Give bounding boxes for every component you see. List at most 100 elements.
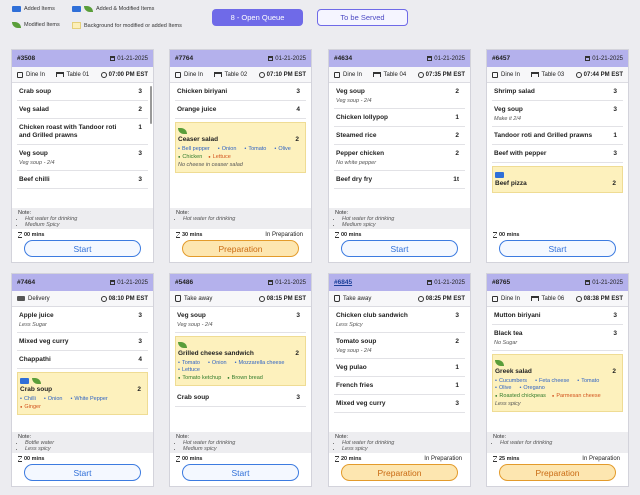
order-items[interactable]: Mutton biriyani 3 Black tea 3 No Sugar Greek …: [487, 307, 628, 432]
order-item: Tomato soup 2 Veg soup - 2/4: [334, 333, 465, 359]
preparation-button[interactable]: Preparation: [499, 464, 616, 481]
order-card[interactable]: #8765 01-21-2025 Dine In Table 06 08:38 PM E…: [486, 273, 629, 487]
item-flags: [495, 360, 616, 366]
item-name: Veg salad: [19, 106, 49, 113]
start-button[interactable]: Start: [499, 240, 616, 257]
order-card[interactable]: #7764 01-21-2025 Dine In Table 02 07:10 PM E…: [169, 49, 312, 263]
item-row: Veg salad 2: [19, 106, 142, 114]
item-row: Beef chilli 3: [19, 176, 142, 184]
item-option: Parmesan cheese: [552, 393, 600, 399]
note-list: Hot water for drinkingMedium spicy: [335, 216, 464, 228]
note-label: Note:: [18, 434, 32, 440]
tab-open-queue[interactable]: 8 - Open Queue: [212, 9, 303, 26]
order-card[interactable]: #5486 01-21-2025 Take away 08:15 PM EST Veg …: [169, 273, 312, 487]
order-timer: 00 mins: [335, 232, 361, 238]
note-item: Hot water for drinking: [183, 440, 305, 446]
order-number: #8765: [492, 279, 511, 286]
modifier: Onion: [44, 396, 63, 402]
item-row: Apple juice 3: [19, 312, 142, 320]
table-number: Table 03: [531, 72, 564, 78]
preparation-button[interactable]: Preparation: [341, 464, 458, 481]
order-items[interactable]: Crab soup 3 Veg salad 2 Chicken roast with T…: [12, 83, 153, 208]
modifier: Olive: [495, 385, 512, 391]
modifier: Feta cheese: [535, 378, 569, 384]
added-icon: [72, 6, 81, 12]
item-name: Steamed rice: [336, 132, 377, 139]
takeaway-bag-icon: [334, 295, 340, 302]
order-items[interactable]: Chicken club sandwich 3 Less Spicy Tomato s…: [329, 307, 470, 432]
takeaway-bag-icon: [175, 295, 181, 302]
order-header: #7464 01-21-2025: [12, 274, 153, 291]
calendar-icon: [427, 56, 433, 61]
hourglass-icon: [18, 232, 22, 238]
tab-to-be-served[interactable]: To be Served: [317, 9, 408, 26]
item-quantity: 2: [455, 132, 459, 139]
order-number[interactable]: #6845: [334, 279, 353, 286]
modifier: Chilli: [20, 396, 36, 402]
item-instruction: Veg soup - 2/4: [336, 98, 372, 104]
item-name: Chicken club sandwich: [336, 312, 408, 319]
order-note: Note:Hot water for drinkingLess spicy: [329, 432, 470, 453]
start-button[interactable]: Start: [24, 464, 141, 481]
order-card[interactable]: #6845 01-21-2025 Take away 08:25 PM EST Chic…: [328, 273, 471, 487]
order-item: Veg soup 3 Veg soup - 2/4: [17, 145, 148, 171]
order-card[interactable]: #3508 01-21-2025 Dine In Table 01 07:00 PM E…: [11, 49, 154, 263]
order-items[interactable]: Chicken biriyani 3 Orange juice 4 Ceaser sal…: [170, 83, 311, 208]
item-instruction: Less spicy: [495, 401, 521, 407]
clock-icon: [417, 71, 424, 78]
item-quantity: 1: [138, 124, 142, 131]
table-number: Table 01: [56, 72, 89, 78]
item-name: Beef chilli: [19, 176, 50, 183]
legend-added: Added Items: [12, 6, 55, 12]
order-time: 07:44 PM EST: [575, 71, 623, 78]
start-button[interactable]: Start: [24, 240, 141, 257]
order-header: #7764 01-21-2025: [170, 50, 311, 67]
order-card[interactable]: #6457 01-21-2025 Dine In Table 03 07:44 PM E…: [486, 49, 629, 263]
order-item: Chicken roast with Tandoor roti and Gril…: [17, 119, 148, 145]
item-flags: [20, 378, 141, 384]
modifier: Onion: [208, 360, 227, 366]
table-icon: [56, 72, 65, 77]
clock-icon: [258, 71, 265, 78]
item-row: Beef with pepper 3: [494, 150, 617, 158]
order-item: French fries 1: [334, 377, 465, 395]
order-timer: 20 mins: [335, 456, 361, 462]
order-item: Veg soup 3 Make it 2/4: [492, 101, 623, 127]
item-name: Beef pizza: [495, 180, 527, 187]
calendar-icon: [585, 56, 591, 61]
order-items[interactable]: Veg soup 3 Veg soup - 2/4 Grilled cheese sa…: [170, 307, 311, 432]
note-label: Note:: [335, 210, 349, 216]
start-button[interactable]: Start: [341, 240, 458, 257]
modifier: Mozzarella cheese: [235, 360, 285, 366]
order-items[interactable]: Veg soup 2 Veg soup - 2/4 Chicken lollypop 1…: [329, 83, 470, 208]
item-row: French fries 1: [336, 382, 459, 390]
order-number: #6457: [492, 55, 511, 62]
order-items[interactable]: Shrimp salad 3 Veg soup 3 Make it 2/4 Tandoor…: [487, 83, 628, 208]
order-card[interactable]: #7464 01-21-2025 Delivery 08:10 PM EST Apple…: [11, 273, 154, 487]
order-note: Note:Hot water for drinking: [170, 208, 311, 229]
items-scrollbar[interactable]: [150, 86, 152, 124]
item-quantity: 3: [613, 330, 617, 337]
note-item: Less spicy: [342, 446, 464, 452]
item-row: Veg soup 2: [336, 88, 459, 96]
order-items[interactable]: Apple juice 3 Less Sugar Mixed veg curry 3 Ch…: [12, 307, 153, 432]
item-modifiers: Tomato Onion Mozzarella cheese Lettuce: [178, 360, 299, 373]
item-modifiers: Bell pepper Onion Tomato Olive: [178, 146, 299, 152]
preparation-button[interactable]: Preparation: [182, 240, 299, 257]
item-name: Chappathi: [19, 356, 51, 363]
item-options: Roasted chickpeas Parmesan cheese: [495, 393, 616, 399]
order-note: Note:Bottle waterLess spicy: [12, 432, 153, 453]
legend-added-modified: Added & Modified Items: [72, 6, 154, 12]
order-item: Grilled cheese sandwich 2 Tomato Onion Mozza…: [175, 336, 306, 386]
calendar-icon: [110, 56, 116, 61]
item-name: Veg soup: [177, 312, 206, 319]
item-quantity: 4: [296, 106, 300, 113]
start-button[interactable]: Start: [182, 464, 299, 481]
added-icon: [12, 6, 21, 12]
order-item: Veg soup 2 Veg soup - 2/4: [334, 83, 465, 109]
order-status: In Preparation: [265, 232, 303, 238]
order-card[interactable]: #4634 01-21-2025 Dine In Table 04 07:35 PM E…: [328, 49, 471, 263]
order-type: Dine In: [334, 71, 362, 78]
item-row: Veg pulao 1: [336, 364, 459, 372]
order-time: 07:35 PM EST: [417, 71, 465, 78]
